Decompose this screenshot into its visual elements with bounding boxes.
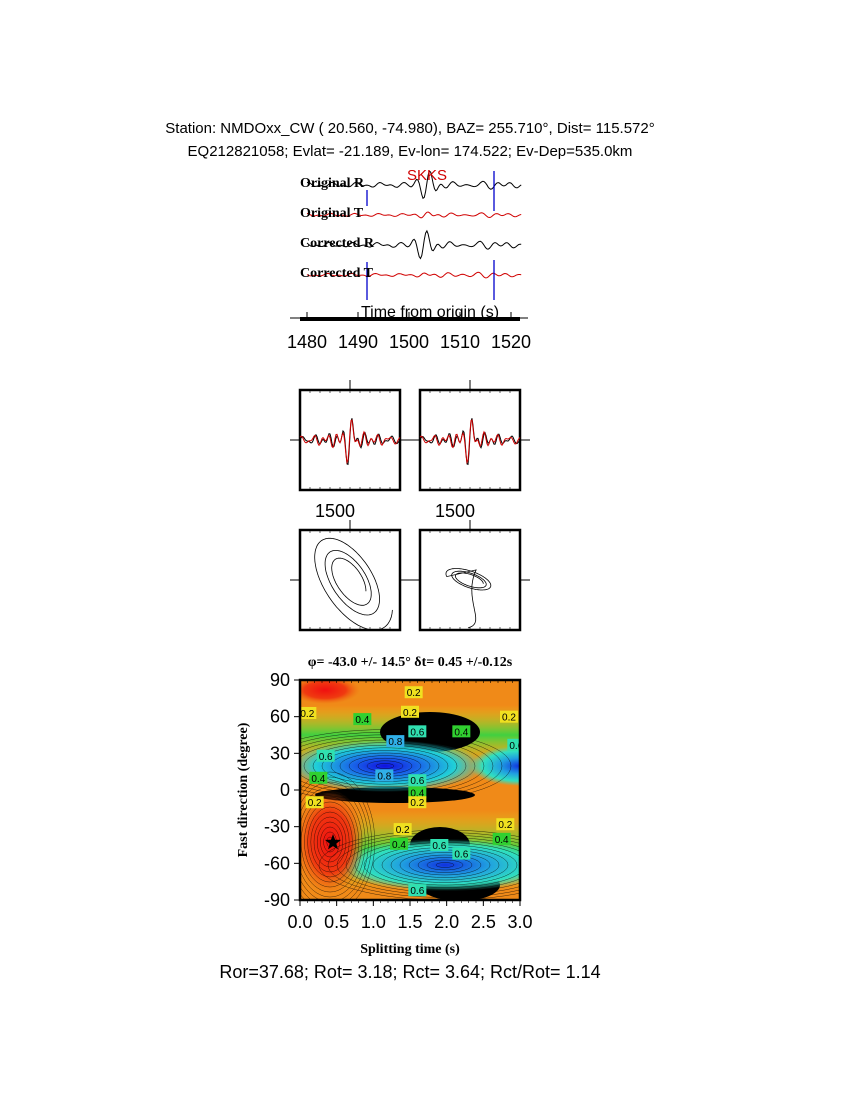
contour-label: 0.8 [388, 737, 402, 748]
contour-label-box [408, 796, 427, 809]
x-tick-label: 0.5 [324, 912, 349, 932]
contour-label: 0.2 [300, 709, 314, 720]
y-tick-label: 30 [270, 743, 290, 763]
contour-label-box [496, 818, 515, 831]
y-axis-label: Fast direction (degree) [236, 722, 251, 857]
contour-label-box [492, 832, 511, 845]
contour-label-box [500, 710, 518, 723]
contour-label-box [300, 707, 317, 719]
x-tick-label: 1.5 [397, 912, 422, 932]
contour-label: 0.4 [495, 835, 509, 846]
contour-label: 0.4 [311, 774, 325, 785]
particle-motion-path [314, 537, 393, 631]
contour-label: 0.2 [403, 708, 417, 719]
contour-label-box [401, 705, 419, 718]
seismogram-trace [306, 170, 522, 200]
contour-label: 0.8 [377, 771, 391, 782]
contour-label: 0.6 [410, 727, 424, 738]
contour-label-box [393, 823, 412, 836]
station-info: Station: NMDOxx_CW ( 20.560, -74.980), B… [165, 120, 655, 137]
splitting-grid-search-plot: φ= -43.0 +/- 14.5° δt= 0.45 +/-0.12s 0.2… [236, 655, 533, 957]
contour-label-box [305, 796, 324, 809]
trace-label: Corrected T [300, 266, 374, 281]
y-tick-label: -90 [264, 890, 290, 910]
contour-label-box [452, 725, 471, 738]
time-tick-label: 1490 [338, 332, 378, 352]
contour-label: 0.2 [396, 825, 410, 836]
contour-label: 0.4 [355, 715, 369, 726]
seismogram-trace [306, 211, 522, 219]
particle-motion-panel [298, 528, 402, 632]
x-tick-label: 2.0 [434, 912, 459, 932]
x-tick-label: 0.0 [287, 912, 312, 932]
seismogram-trace [306, 271, 522, 279]
waveform-comparison-panels: 1500 1500 [290, 380, 530, 632]
contour-label: 0.2 [410, 798, 424, 809]
contour-label-box [353, 713, 372, 726]
contour-label-box [390, 837, 408, 850]
time-axis-frame [300, 317, 520, 321]
x-tick-label: 1.0 [361, 912, 386, 932]
waveform-panel: Original R Original T Corrected R Correc… [287, 167, 531, 352]
contour-label-box [375, 769, 394, 782]
time-tick-label: 1480 [287, 332, 327, 352]
contour-label-box [507, 738, 520, 751]
contour-label-box [452, 847, 471, 860]
phase-label: SKKS [407, 167, 447, 184]
particle-motion-panel [418, 528, 522, 632]
waveform-trace [419, 419, 521, 465]
waveform-trace [299, 419, 401, 465]
contour-label-box [408, 725, 427, 738]
y-tick-label: 0 [280, 780, 290, 800]
x-tick-label: 2.5 [471, 912, 496, 932]
contour-label: 0.6 [319, 752, 333, 763]
best-fit-star-marker [324, 834, 342, 850]
seismogram-trace [306, 229, 522, 260]
y-tick-label: -60 [264, 853, 290, 873]
contour-label: 0.2 [308, 798, 322, 809]
x-axis-label: Splitting time (s) [360, 942, 460, 957]
trace-label: Original T [300, 206, 364, 221]
contour-label: 0.2 [498, 820, 512, 831]
contour-label-box [430, 839, 449, 851]
trace-label: Original R [300, 176, 365, 191]
contour-label: 0.6 [410, 776, 424, 787]
contour-label: 0.6 [454, 850, 468, 861]
time-axis-label: Time from origin (s) [361, 304, 499, 321]
contour-label-box [408, 884, 427, 897]
contour-label: 0.6 [432, 841, 446, 852]
panel-tick-label: 1500 [435, 501, 475, 521]
contour-label-box [386, 735, 405, 748]
trace-label: Corrected R [300, 236, 375, 251]
contour-label: 0.4 [410, 788, 424, 799]
contour-label: 0.6 [509, 741, 523, 752]
y-tick-label: 90 [270, 670, 290, 690]
time-tick-label: 1520 [491, 332, 531, 352]
contour-label-box [408, 786, 427, 799]
particle-motion-path [445, 568, 492, 629]
time-tick-label: 1510 [440, 332, 480, 352]
contour-label-box [309, 771, 328, 784]
contour-label-box [316, 749, 335, 762]
contour-label: 0.4 [454, 727, 468, 738]
contour-label: 0.6 [410, 886, 424, 897]
ratio-summary: Ror=37.68; Rot= 3.18; Rct= 3.64; Rct/Rot… [219, 962, 601, 982]
contour-label-box [404, 686, 423, 699]
event-info: EQ212821058; Evlat= -21.189, Ev-lon= 174… [187, 143, 633, 160]
y-tick-label: 60 [270, 707, 290, 727]
panel-tick-label: 1500 [315, 501, 355, 521]
contour-label: 0.2 [502, 713, 516, 724]
contour-label-box [408, 774, 427, 787]
contour-field: 0.20.2 0.20.20.40.40.60.60.80.60.4 0.8 0.60… [300, 680, 523, 900]
contour-label: 0.2 [407, 688, 421, 699]
time-tick-label: 1500 [389, 332, 429, 352]
contour-label: 0.4 [392, 840, 406, 851]
x-tick-label: 3.0 [507, 912, 532, 932]
y-tick-label: -30 [264, 817, 290, 837]
chart-title: φ= -43.0 +/- 14.5° δt= 0.45 +/-0.12s [308, 655, 513, 670]
